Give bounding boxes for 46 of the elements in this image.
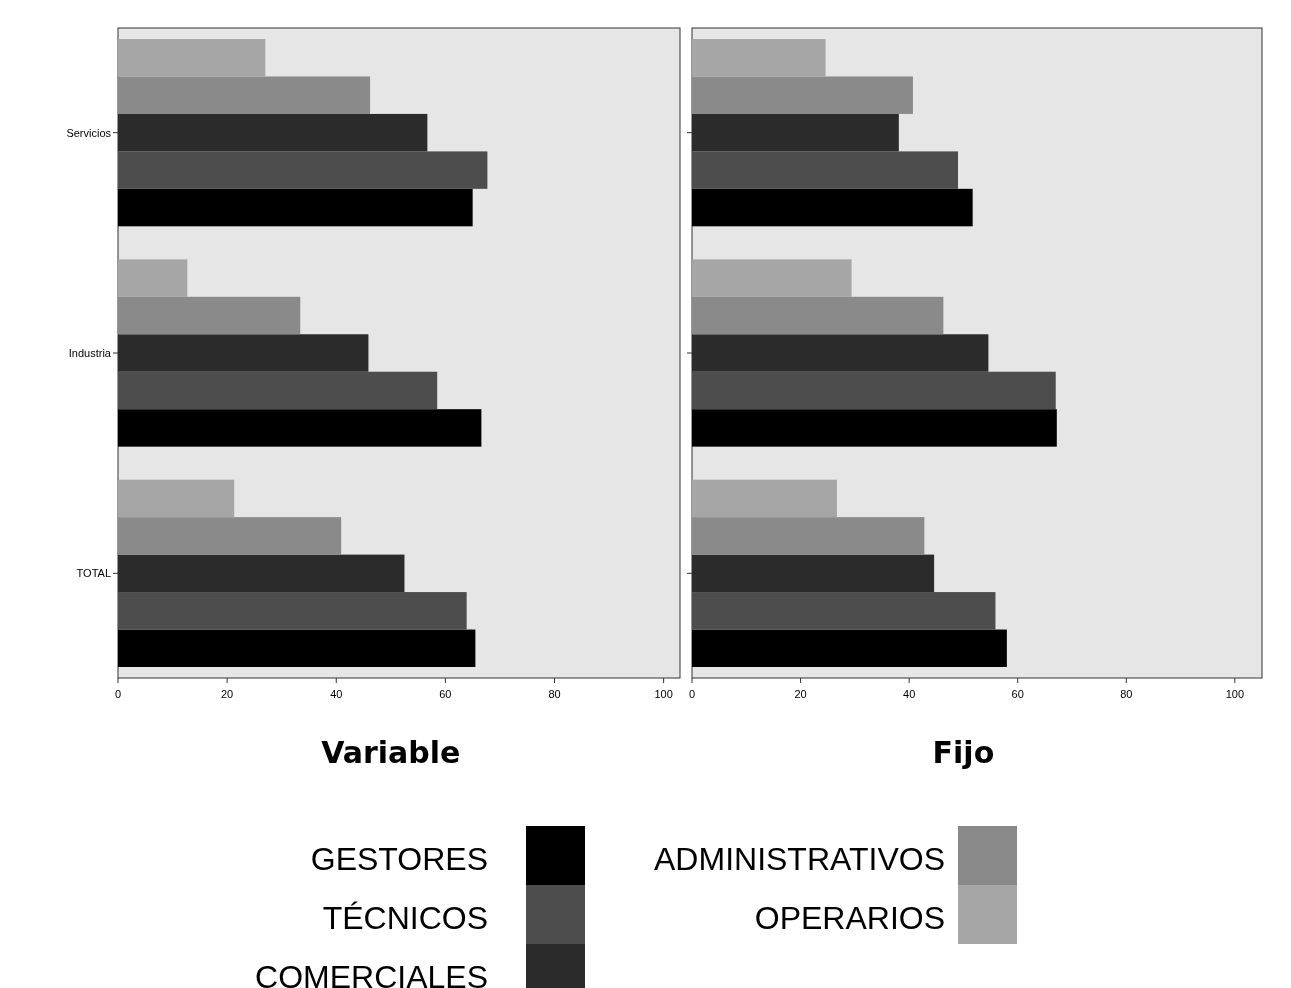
bar	[692, 296, 944, 335]
bar	[692, 592, 996, 630]
x-tick-label: 40	[903, 688, 916, 700]
y-tick-label: TOTAL	[76, 567, 111, 580]
bar	[118, 479, 235, 518]
y-tick-label: Servicios	[66, 126, 112, 139]
bar	[692, 371, 1056, 410]
bar	[692, 259, 852, 297]
bar	[692, 39, 826, 77]
x-tick-label: 0	[114, 688, 122, 700]
bar	[692, 517, 925, 555]
bar	[118, 76, 371, 114]
bar	[118, 371, 438, 410]
legend-label: GESTORES	[310, 841, 488, 877]
bar	[692, 151, 958, 189]
bar	[692, 76, 913, 114]
x-tick-label: 20	[794, 688, 807, 700]
x-tick-label: 40	[330, 688, 343, 700]
legend-label: COMERCIALES	[255, 959, 488, 988]
x-tick-label: 60	[439, 688, 452, 700]
x-tick-label: 80	[1120, 688, 1133, 700]
legend-label: TÉCNICOS	[322, 900, 488, 936]
x-tick-label: 80	[548, 688, 561, 700]
bar	[692, 188, 973, 227]
legend-label: ADMINISTRATIVOS	[654, 841, 945, 877]
x-axis-title: Variable	[321, 735, 461, 770]
bar	[118, 39, 266, 77]
bar	[118, 409, 482, 447]
x-tick-label: 20	[221, 688, 234, 700]
y-tick-label: Industria	[68, 347, 112, 359]
bar	[118, 188, 473, 227]
bar	[118, 517, 342, 555]
bar	[118, 296, 301, 335]
x-tick-label: 100	[1225, 688, 1245, 700]
bar	[692, 409, 1057, 447]
x-tick-label: 100	[654, 688, 673, 700]
bar	[692, 479, 837, 518]
bar	[692, 629, 1007, 667]
x-tick-label: 60	[1011, 688, 1024, 700]
bar	[118, 151, 488, 189]
x-tick-label: 0	[688, 688, 696, 700]
bar	[118, 592, 467, 630]
legend-label: OPERARIOS	[754, 900, 945, 936]
x-axis-title: Fijo	[932, 735, 995, 770]
bar	[118, 259, 188, 297]
bar	[118, 629, 476, 667]
